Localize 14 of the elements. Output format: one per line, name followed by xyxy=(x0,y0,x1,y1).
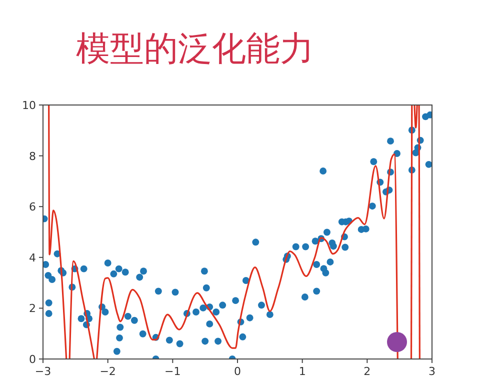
y-tick-label: 2 xyxy=(29,302,36,316)
x-tick-label: −2 xyxy=(100,365,116,378)
y-tick-label: 6 xyxy=(29,200,36,214)
y-tick-label: 4 xyxy=(29,251,36,264)
x-tick-label: −3 xyxy=(34,365,52,378)
chart-title: 模型的泛化能力 xyxy=(76,29,314,69)
x-tick-label: 2 xyxy=(364,365,371,378)
x-tick-label: −1 xyxy=(164,365,181,378)
y-tick-label: 0 xyxy=(29,353,36,366)
y-tick-label: 8 xyxy=(29,150,36,163)
y-tick-label: 10 xyxy=(22,99,36,112)
x-tick-label: 1 xyxy=(298,365,306,378)
x-tick-label: 0 xyxy=(234,365,241,378)
x-tick-label: 3 xyxy=(428,365,436,378)
